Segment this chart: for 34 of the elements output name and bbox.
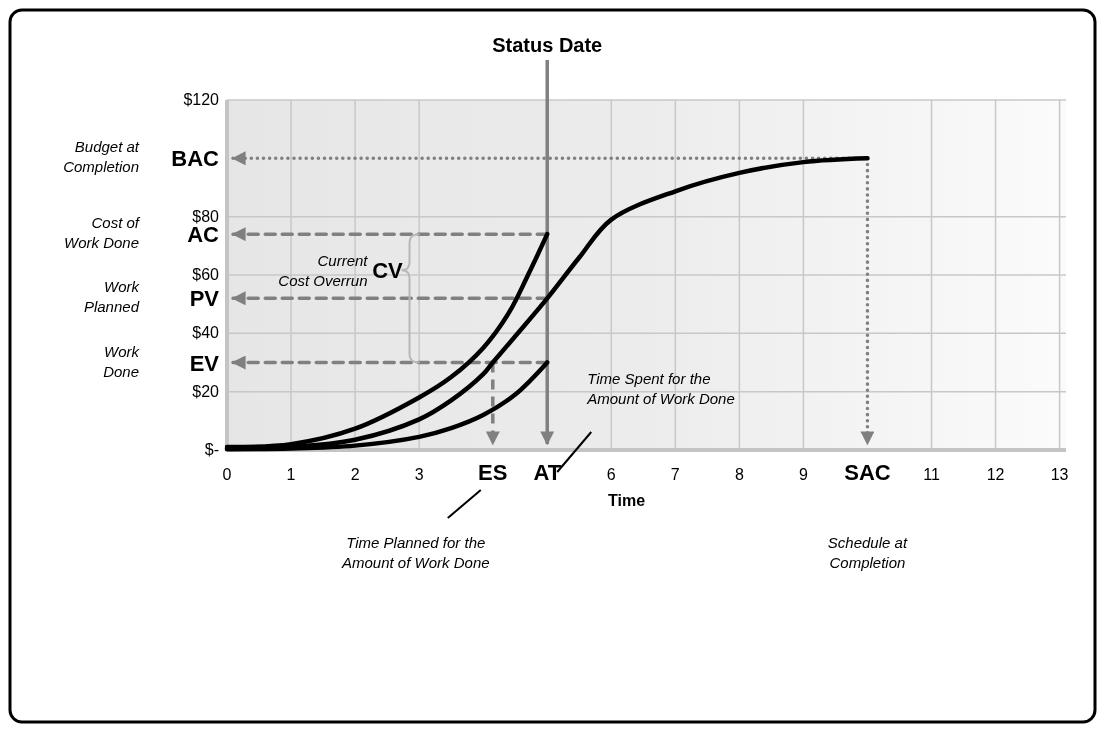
x-tick-label: 12 bbox=[986, 466, 1005, 483]
ref-line-label: EV bbox=[189, 350, 220, 376]
text: Work Planned bbox=[83, 278, 141, 316]
x-tick-label: 9 bbox=[798, 466, 808, 483]
annotation: Time Spent for the Amount of Work Done bbox=[586, 370, 735, 407]
y-tick-label: $- bbox=[204, 441, 219, 458]
x-tick-label: SAC bbox=[844, 460, 891, 485]
x-tick-label: ES bbox=[478, 460, 508, 485]
y-tick-label: $40 bbox=[192, 324, 220, 342]
ref-line-label: Status Date bbox=[492, 34, 603, 56]
y-tick-label: $120 bbox=[183, 91, 220, 108]
annotation: Current Cost Overrun bbox=[278, 252, 369, 290]
x-tick-label: 0 bbox=[222, 466, 232, 483]
x-tick-label: 3 bbox=[414, 466, 424, 483]
text: Budget at Completion bbox=[63, 138, 140, 176]
x-tick-label: 2 bbox=[350, 466, 360, 483]
x-tick-label: 8 bbox=[734, 466, 744, 483]
text: Work Done bbox=[103, 342, 141, 380]
annotation: CV bbox=[372, 258, 404, 284]
x-tick-label: 11 bbox=[923, 466, 940, 483]
ref-line-label: PV bbox=[189, 286, 220, 312]
text: Schedule at Completion bbox=[827, 534, 908, 571]
y-tick-label: $80 bbox=[192, 207, 220, 225]
x-tick-label: 6 bbox=[606, 466, 616, 483]
text: Cost of Work Done bbox=[63, 214, 141, 252]
x-tick-label: AT bbox=[533, 460, 562, 485]
x-tick-label: 7 bbox=[670, 466, 680, 483]
x-tick-label: 13 bbox=[1050, 466, 1069, 483]
x-tick-label: 1 bbox=[286, 466, 296, 483]
text: Time Planned for the Amount of Work Done bbox=[341, 534, 490, 571]
ref-line-label: BAC bbox=[171, 146, 220, 172]
y-tick-label: $20 bbox=[192, 382, 220, 400]
x-axis-title: Time bbox=[607, 492, 646, 509]
y-tick-label: $60 bbox=[192, 266, 220, 283]
